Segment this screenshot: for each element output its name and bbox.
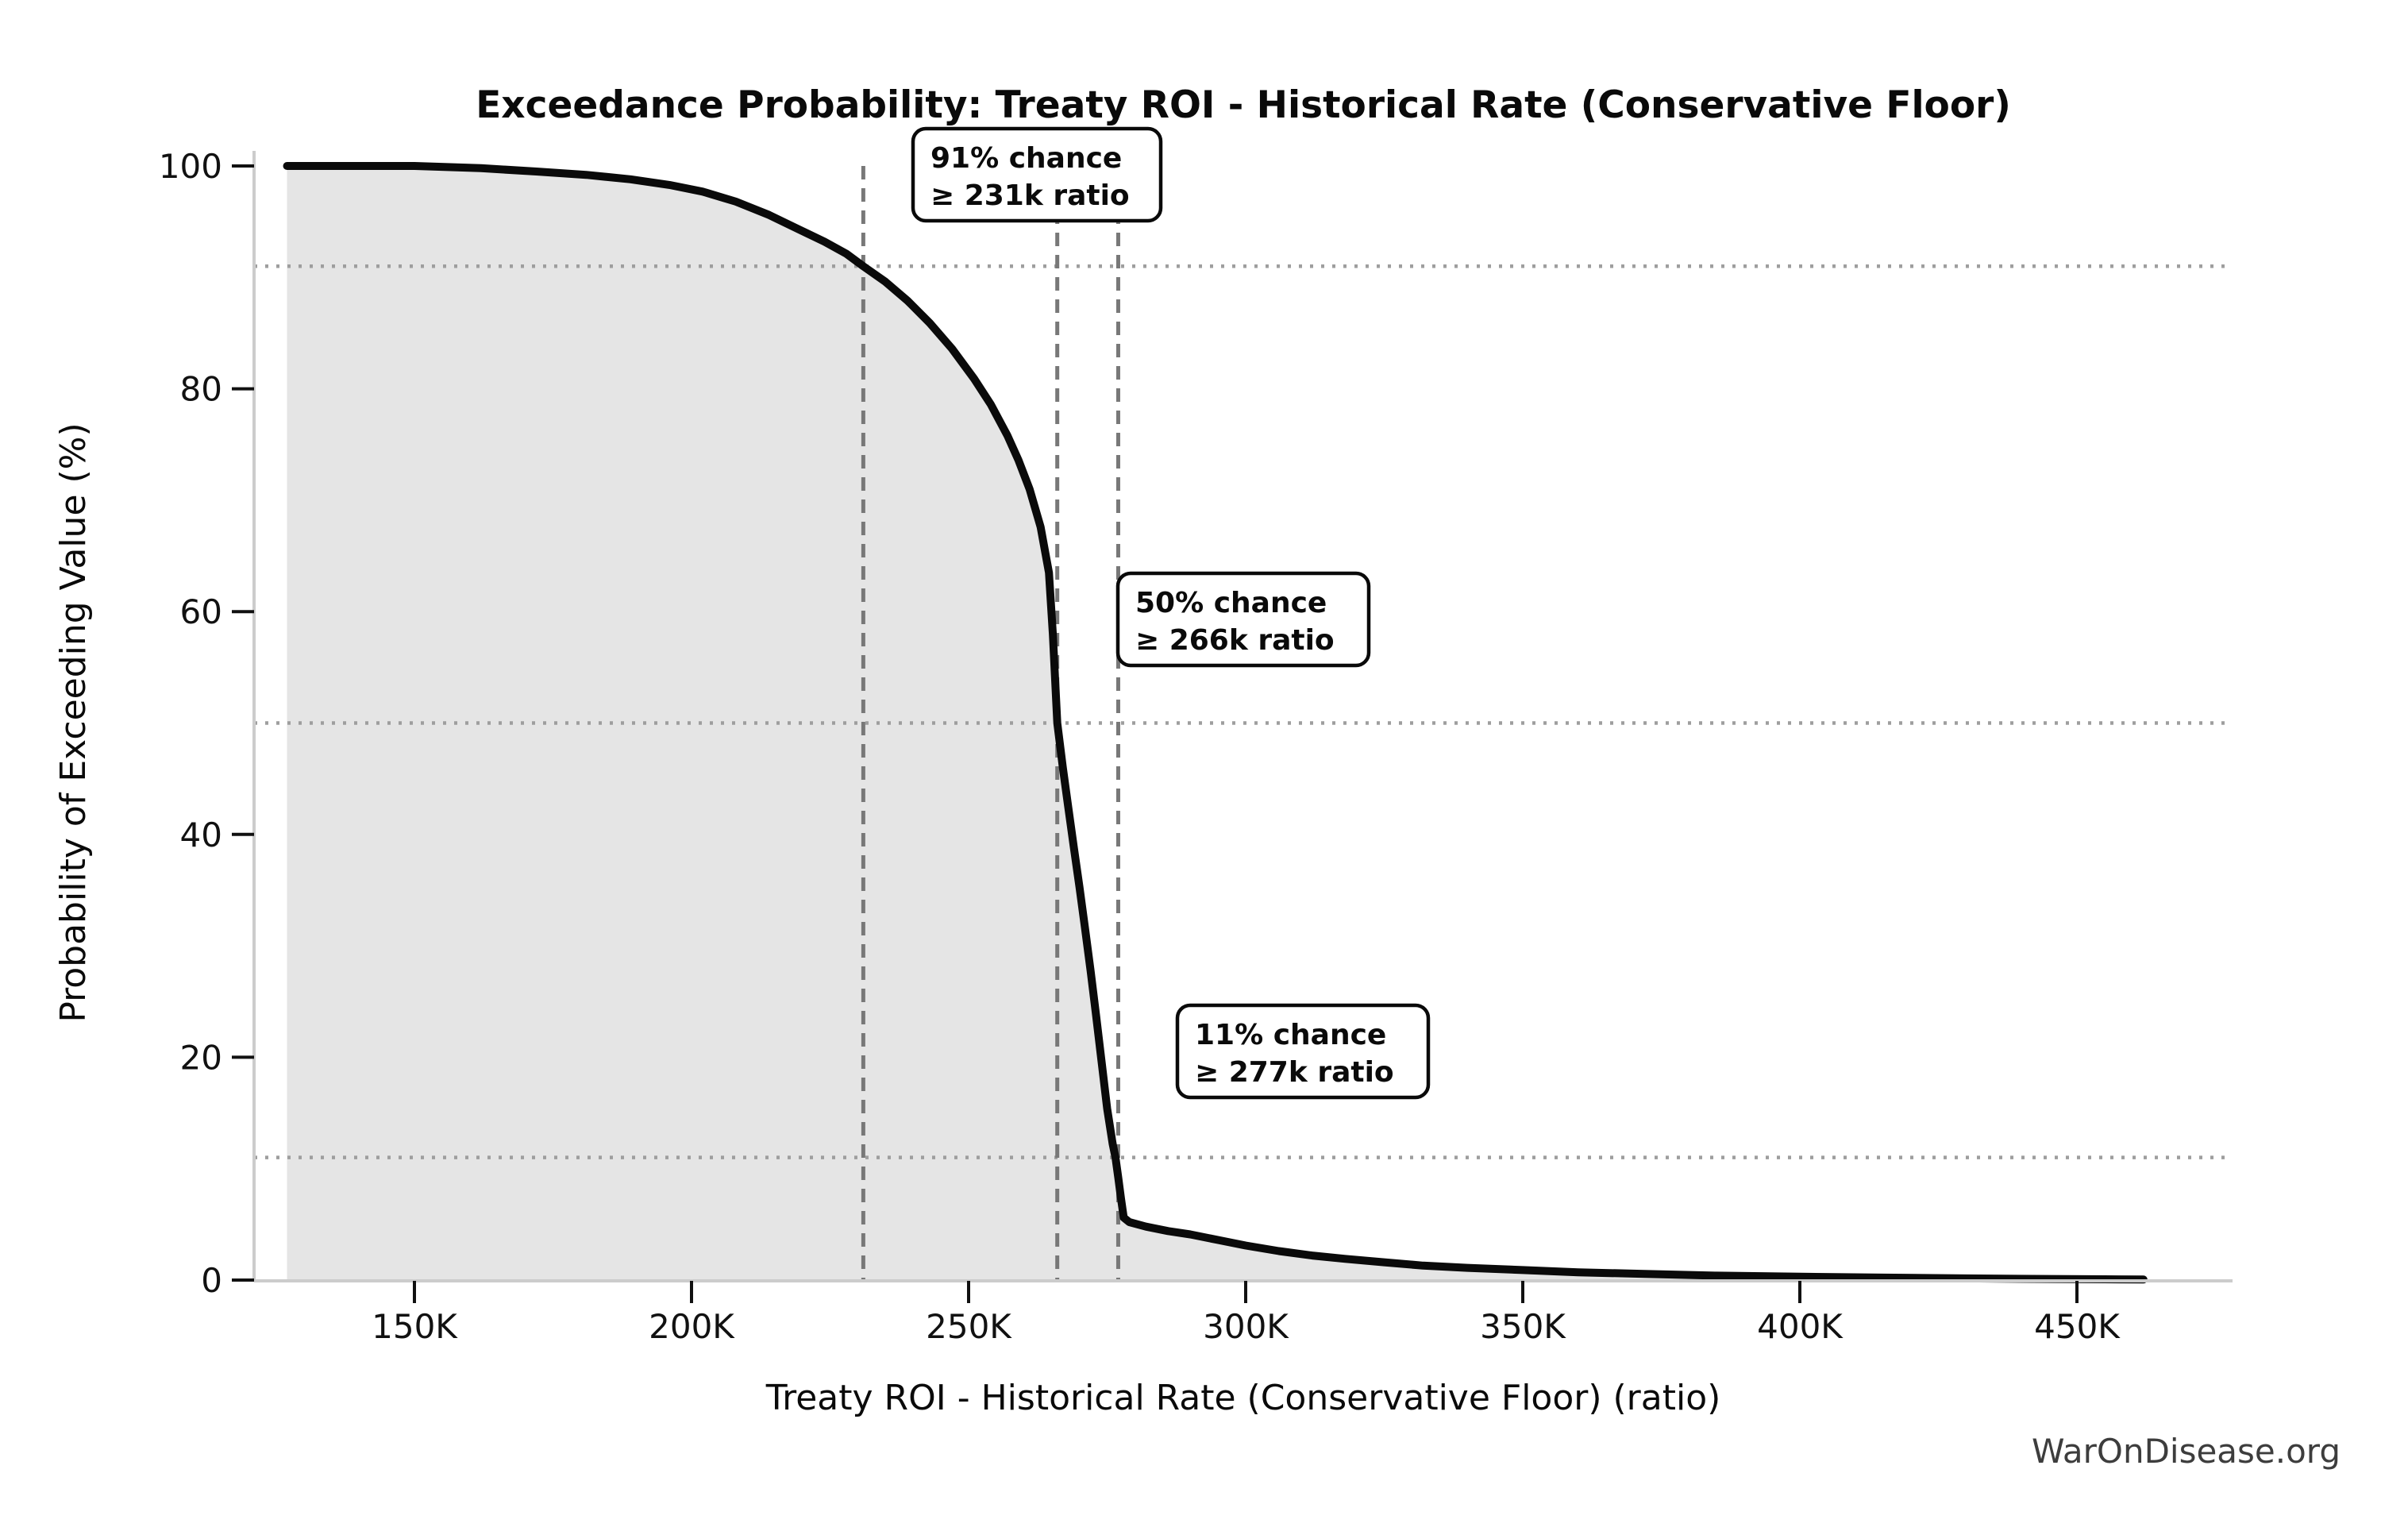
reference-gridlines-layer xyxy=(254,264,2233,1159)
watermark-text: WarOnDisease.org xyxy=(2032,1432,2341,1471)
exceedance-curve-layer xyxy=(283,162,2148,1284)
x-tick-label-450K: 450K xyxy=(2034,1307,2121,1346)
axes-layer: 150K 200K 250K 300K 350K 400K 450K 0 20 40 60 80 100 xyxy=(159,147,2233,1346)
x-axis-label: Treaty ROI - Historical Rate (Conservati… xyxy=(765,1378,1721,1418)
annotation-11pct-line1: 11% chance xyxy=(1195,1019,1386,1051)
x-tick-label-400K: 400K xyxy=(1757,1307,1844,1346)
y-tick-label-100: 100 xyxy=(159,147,222,186)
annotation-91pct: 91% chance ≥ 231k ratio xyxy=(911,126,1163,223)
x-tick-label-300K: 300K xyxy=(1203,1307,1289,1346)
annotation-11pct: 11% chance ≥ 277k ratio xyxy=(1175,1003,1431,1100)
exceedance-area-fill xyxy=(287,166,2144,1280)
y-axis-label: Probability of Exceeding Value (%) xyxy=(53,422,94,1022)
annotation-91pct-box xyxy=(911,126,1163,223)
y-tick-label-80: 80 xyxy=(180,370,222,409)
annotation-91pct-line2: ≥ 231k ratio xyxy=(930,179,1130,212)
annotation-91pct-line1: 91% chance xyxy=(930,142,1122,175)
annotation-11pct-box xyxy=(1175,1003,1431,1100)
area-fill-layer xyxy=(287,166,2144,1280)
chart-title: Exceedance Probability: Treaty ROI - His… xyxy=(476,83,2011,127)
y-tick-label-0: 0 xyxy=(201,1261,222,1300)
y-tick-label-20: 20 xyxy=(180,1038,222,1077)
y-tick-label-40: 40 xyxy=(180,816,222,854)
exceedance-curve xyxy=(283,162,2148,1284)
annotation-50pct-box xyxy=(1115,571,1371,668)
x-tick-label-200K: 200K xyxy=(649,1307,735,1346)
x-tick-label-250K: 250K xyxy=(926,1307,1012,1346)
annotation-50pct-line2: ≥ 266k ratio xyxy=(1135,624,1335,657)
annotation-11pct-line2: ≥ 277k ratio xyxy=(1195,1056,1394,1089)
x-tick-label-350K: 350K xyxy=(1480,1307,1566,1346)
x-tick-label-150K: 150K xyxy=(372,1307,458,1346)
annotation-50pct-line1: 50% chance xyxy=(1135,587,1327,619)
y-tick-label-60: 60 xyxy=(180,592,222,631)
annotation-50pct: 50% chance ≥ 266k ratio xyxy=(1115,571,1371,668)
